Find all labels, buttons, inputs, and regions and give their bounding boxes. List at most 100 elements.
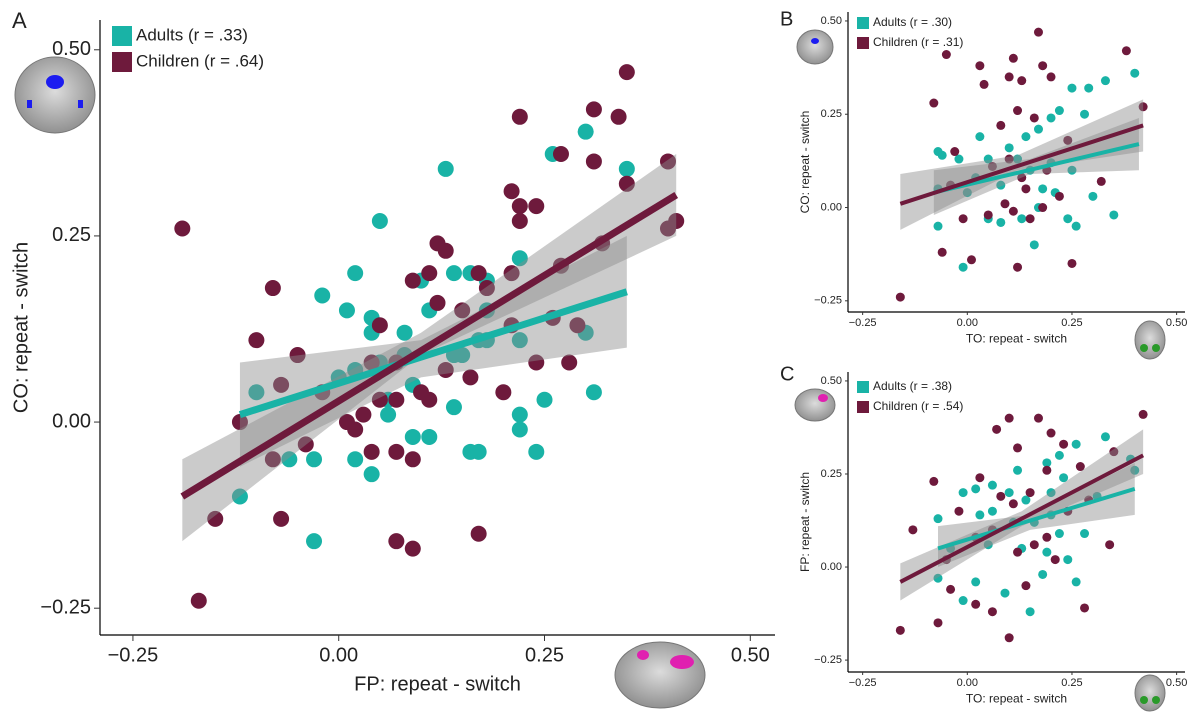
point xyxy=(1021,581,1031,591)
point xyxy=(975,132,985,142)
y-tick-label: 0.25 xyxy=(821,108,842,120)
panel: B −0.25 0.00 0.25 0.50 −0.25 0.00 0.25 0.50 TO: r… xyxy=(780,8,1187,345)
point xyxy=(174,220,191,237)
point xyxy=(1029,113,1039,123)
x-tick-label: 0.50 xyxy=(1166,317,1187,329)
point xyxy=(1080,529,1090,539)
legend-swatch xyxy=(857,381,869,393)
y-tick-label: −0.25 xyxy=(814,295,842,307)
point xyxy=(347,265,364,282)
point xyxy=(996,180,1006,190)
brain-coronal-a xyxy=(14,56,96,134)
point xyxy=(1071,439,1081,449)
x-tick-label: −0.25 xyxy=(108,644,159,666)
point xyxy=(929,98,939,108)
point xyxy=(1100,432,1110,442)
x-axis-title: TO: repeat - switch xyxy=(966,331,1067,345)
point xyxy=(281,451,298,468)
point xyxy=(445,399,462,416)
point xyxy=(1013,465,1023,475)
point xyxy=(404,428,421,445)
point xyxy=(1029,540,1039,550)
point xyxy=(231,488,248,505)
point xyxy=(273,376,290,393)
point xyxy=(987,480,997,490)
y-tick-label: −0.25 xyxy=(814,654,842,666)
x-tick-label: 0.00 xyxy=(957,317,978,329)
point xyxy=(306,451,323,468)
point xyxy=(585,101,602,118)
x-tick-label: −0.25 xyxy=(849,317,877,329)
point xyxy=(1046,72,1056,82)
point xyxy=(971,599,981,609)
point xyxy=(659,220,676,237)
point xyxy=(983,210,993,220)
point xyxy=(338,302,355,319)
point xyxy=(610,108,627,125)
point xyxy=(1054,191,1064,201)
y-tick-label: 0.50 xyxy=(821,15,842,27)
point xyxy=(975,510,985,520)
point xyxy=(585,153,602,170)
point xyxy=(992,424,1002,434)
point xyxy=(437,160,454,177)
x-tick-label: 0.25 xyxy=(1061,317,1082,329)
point xyxy=(1004,72,1014,82)
point xyxy=(954,506,964,516)
point xyxy=(462,369,479,386)
point xyxy=(1067,258,1077,268)
point xyxy=(388,391,405,408)
point xyxy=(314,287,331,304)
point xyxy=(306,533,323,550)
point xyxy=(503,265,520,282)
brain-axial-b xyxy=(1134,320,1166,360)
point xyxy=(528,198,545,215)
point xyxy=(421,265,438,282)
point xyxy=(363,354,380,371)
point xyxy=(454,347,471,364)
point xyxy=(1025,607,1035,617)
point xyxy=(1050,555,1060,565)
point xyxy=(979,79,989,89)
point xyxy=(1025,214,1035,224)
point xyxy=(971,577,981,587)
point xyxy=(983,154,993,164)
point xyxy=(371,391,388,408)
legend-label: Adults (r = .38) xyxy=(873,379,952,393)
x-tick-label: 0.50 xyxy=(731,644,770,666)
point xyxy=(1109,210,1119,220)
point xyxy=(421,391,438,408)
point xyxy=(429,294,446,311)
point xyxy=(946,584,956,594)
point xyxy=(421,428,438,445)
point xyxy=(1042,547,1052,557)
legend-swatch xyxy=(857,37,869,49)
legend-label: Children (r = .31) xyxy=(873,35,963,49)
point xyxy=(1000,199,1010,209)
point xyxy=(1017,214,1027,224)
point xyxy=(273,510,290,527)
point xyxy=(1059,473,1069,483)
point xyxy=(363,443,380,460)
point xyxy=(954,154,964,164)
point xyxy=(1008,53,1018,63)
point xyxy=(355,406,372,423)
point xyxy=(933,573,943,583)
point xyxy=(1088,191,1098,201)
point xyxy=(659,153,676,170)
point xyxy=(388,443,405,460)
point xyxy=(264,451,281,468)
point xyxy=(1063,214,1073,224)
point xyxy=(987,161,997,171)
point xyxy=(1033,124,1043,134)
point xyxy=(1054,529,1064,539)
point xyxy=(1038,569,1048,579)
fit-line xyxy=(933,142,1140,195)
point xyxy=(975,473,985,483)
point xyxy=(1046,488,1056,498)
point xyxy=(1025,488,1035,498)
point xyxy=(380,406,397,423)
point xyxy=(1013,154,1023,164)
point xyxy=(1038,61,1048,71)
y-tick-label: 0.00 xyxy=(821,561,842,573)
